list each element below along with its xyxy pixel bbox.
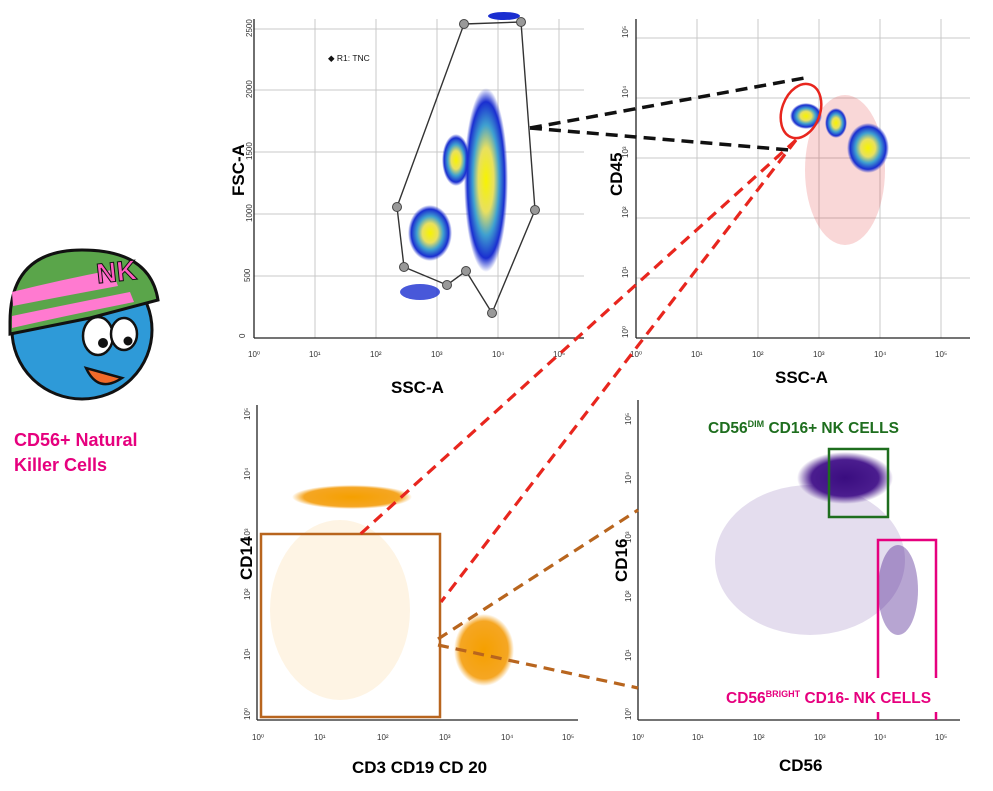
panel-cd16-cd56-xtick: 10⁰: [632, 733, 644, 742]
panel-cd14-cd3-ytick: 10³: [243, 528, 252, 540]
panel-cd45-ssc: 10⁰ 10¹ 10² 10³ 10⁴ 10⁵ 10⁰ 10¹ 10² 10³ …: [607, 19, 970, 387]
panel-cd16-cd56-xtick: 10²: [753, 733, 765, 742]
panel-cd45-ssc-ylabel: CD45: [607, 153, 626, 196]
gate-cd56-dim: [827, 447, 890, 519]
panel-fsc-ssc-xtick: 10⁰: [248, 350, 260, 359]
panel-cd14-cd3-ytick: 10²: [243, 588, 252, 600]
population-lymphocytes-cd3: [454, 614, 514, 686]
panel-cd45-ssc-ytick: 10⁰: [621, 326, 630, 338]
panel-fsc-ssc-ytick: 1000: [245, 204, 254, 222]
connector-cd14-to-cd56: [437, 508, 639, 690]
label-cd56-dim: CD56DIM CD16+ NK CELLS: [708, 419, 899, 437]
helmet-text: NK: [95, 254, 138, 289]
panel-cd16-cd56-xtick: 10³: [814, 733, 826, 742]
panel-fsc-ssc-ytick: 0: [238, 333, 247, 338]
helmet-stripe-1: [12, 270, 118, 306]
panel-cd16-cd56-ylabel: CD16: [612, 539, 631, 582]
panel-cd45-ssc-ytick: 10²: [621, 206, 630, 218]
nk-cell-caption: CD56+ Natural Killer Cells: [14, 430, 138, 475]
panel-fsc-ssc-xtick: 10⁵: [553, 350, 565, 359]
panel-cd14-cd3-ylabel: CD14: [237, 536, 256, 580]
mascot-mouth: [83, 366, 125, 386]
population-cd56-dim: [797, 452, 893, 504]
panel-cd14-cd3-xtick: 10⁴: [501, 733, 514, 742]
mascot-pupil-left: [98, 338, 108, 348]
population-gran-cd45: [847, 123, 889, 173]
panel-cd45-ssc-ytick: 10³: [621, 146, 630, 158]
population-granulocytes: [464, 88, 508, 272]
panel-cd45-ssc-frame: [636, 19, 970, 338]
panel-cd16-cd56-xtick: 10⁴: [874, 733, 887, 742]
panel-cd45-ssc-ytick: 10⁵: [621, 26, 630, 38]
population-monocytes-cd14: [292, 485, 412, 509]
label-cd56-bright: CD56BRIGHT CD16- NK CELLS: [726, 689, 931, 707]
panel-cd45-ssc-xtick: 10²: [752, 350, 764, 359]
nk-cell-mascot: NK: [8, 248, 160, 401]
connector-fsc-to-cd45: [529, 75, 811, 152]
panel-cd45-ssc-ytick: 10⁴: [621, 85, 630, 98]
panel-fsc-ssc-ylabel: FSC-A: [229, 144, 248, 196]
population-debris: [400, 284, 440, 300]
panel-cd16-cd56-ytick: 10¹: [624, 649, 633, 661]
gate-cd3-cd14-negative: [259, 532, 442, 719]
population-lymphocytes: [408, 205, 452, 261]
panel-cd16-cd56: CD56DIM CD16+ NK CELLS CD56BRIGHT CD16- …: [612, 400, 960, 775]
panel-cd45-ssc-xtick: 10⁵: [935, 350, 947, 359]
population-cd56-bright: [878, 545, 918, 635]
gate-cd56-bright: [876, 538, 938, 678]
panel-cd16-cd56-ytick: 10⁴: [624, 471, 633, 484]
helmet-stripe-2: [12, 292, 134, 328]
panel-cd16-cd56-ytick: 10²: [624, 590, 633, 602]
panel-cd14-cd3-ytick: 10⁴: [243, 467, 252, 480]
legend-r1: ◆ R1: TNC: [328, 53, 370, 63]
panel-cd16-cd56-xtick: 10⁵: [935, 733, 947, 742]
population-lymph-cd45: [790, 103, 822, 129]
panel-cd45-ssc-xtick: 10¹: [691, 350, 703, 359]
panel-cd45-ssc-xtick: 10³: [813, 350, 825, 359]
panel-cd16-cd56-xtick: 10¹: [692, 733, 704, 742]
panel-cd45-ssc-xlabel: SSC-A: [775, 368, 828, 387]
panel-fsc-ssc-ytick: 500: [243, 268, 252, 282]
mascot-eye-right: [109, 316, 139, 352]
panel-cd14-cd3-xtick: 10⁵: [562, 733, 574, 742]
mascot-eye-left: [81, 315, 115, 357]
panel-cd14-cd3-xtick: 10⁰: [252, 733, 264, 742]
panel-cd45-ssc-ytick: 10¹: [621, 266, 630, 278]
panel-fsc-ssc-xtick: 10³: [431, 350, 443, 359]
panel-cd14-cd3-ytick: 10⁰: [243, 708, 252, 720]
mascot-pupil-right: [123, 336, 133, 346]
panel-cd45-ssc-xtick: 10⁰: [630, 350, 642, 359]
panel-cd16-cd56-xlabel: CD56: [779, 756, 822, 775]
population-mono-cd45: [825, 108, 847, 138]
panel-cd16-cd56-ytick: 10³: [624, 531, 633, 543]
panel-fsc-ssc-xtick: 10¹: [309, 350, 321, 359]
population-purple-scatter: [715, 485, 905, 635]
panel-fsc-ssc-grid: [254, 19, 584, 338]
panel-cd45-ssc-grid: [636, 19, 970, 338]
connector-cd45-to-cd14: [354, 138, 798, 603]
panel-cd14-cd3: 10⁰ 10¹ 10² 10³ 10⁴ 10⁵ 10⁰ 10¹ 10² 10³ …: [237, 405, 578, 777]
panel-cd14-cd3-xtick: 10²: [377, 733, 389, 742]
panel-fsc-ssc-ytick: 1500: [245, 142, 254, 160]
panel-cd14-cd3-xtick: 10¹: [314, 733, 326, 742]
panel-cd45-ssc-xtick: 10⁴: [874, 350, 887, 359]
panel-fsc-ssc-xlabel: SSC-A: [391, 378, 444, 397]
panel-cd14-cd3-xlabel: CD3 CD19 CD 20: [352, 758, 487, 777]
panel-fsc-ssc: ◆ R1: TNC 10⁰ 10¹ 10² 10³ 10⁴ 10⁵ 0 500 …: [229, 12, 584, 397]
population-monocytes: [442, 134, 470, 186]
panel-cd14-cd3-ytick: 10⁵: [243, 408, 252, 420]
panel-cd16-cd56-ytick: 10⁵: [624, 413, 633, 425]
population-sparse-orange: [270, 520, 410, 700]
gate-r1-vertices: [392, 17, 540, 318]
panel-fsc-ssc-ytick: 2000: [245, 80, 254, 98]
population-top-cluster: [488, 12, 520, 20]
gate-lymphocytes: [779, 82, 823, 140]
panel-fsc-ssc-xtick: 10⁴: [492, 350, 505, 359]
panel-cd14-cd3-ytick: 10¹: [243, 648, 252, 660]
panel-cd14-cd3-xtick: 10³: [439, 733, 451, 742]
panel-fsc-ssc-xtick: 10²: [370, 350, 382, 359]
panel-fsc-ssc-ytick: 2500: [245, 19, 254, 37]
panel-cd16-cd56-ytick: 10⁰: [624, 708, 633, 720]
